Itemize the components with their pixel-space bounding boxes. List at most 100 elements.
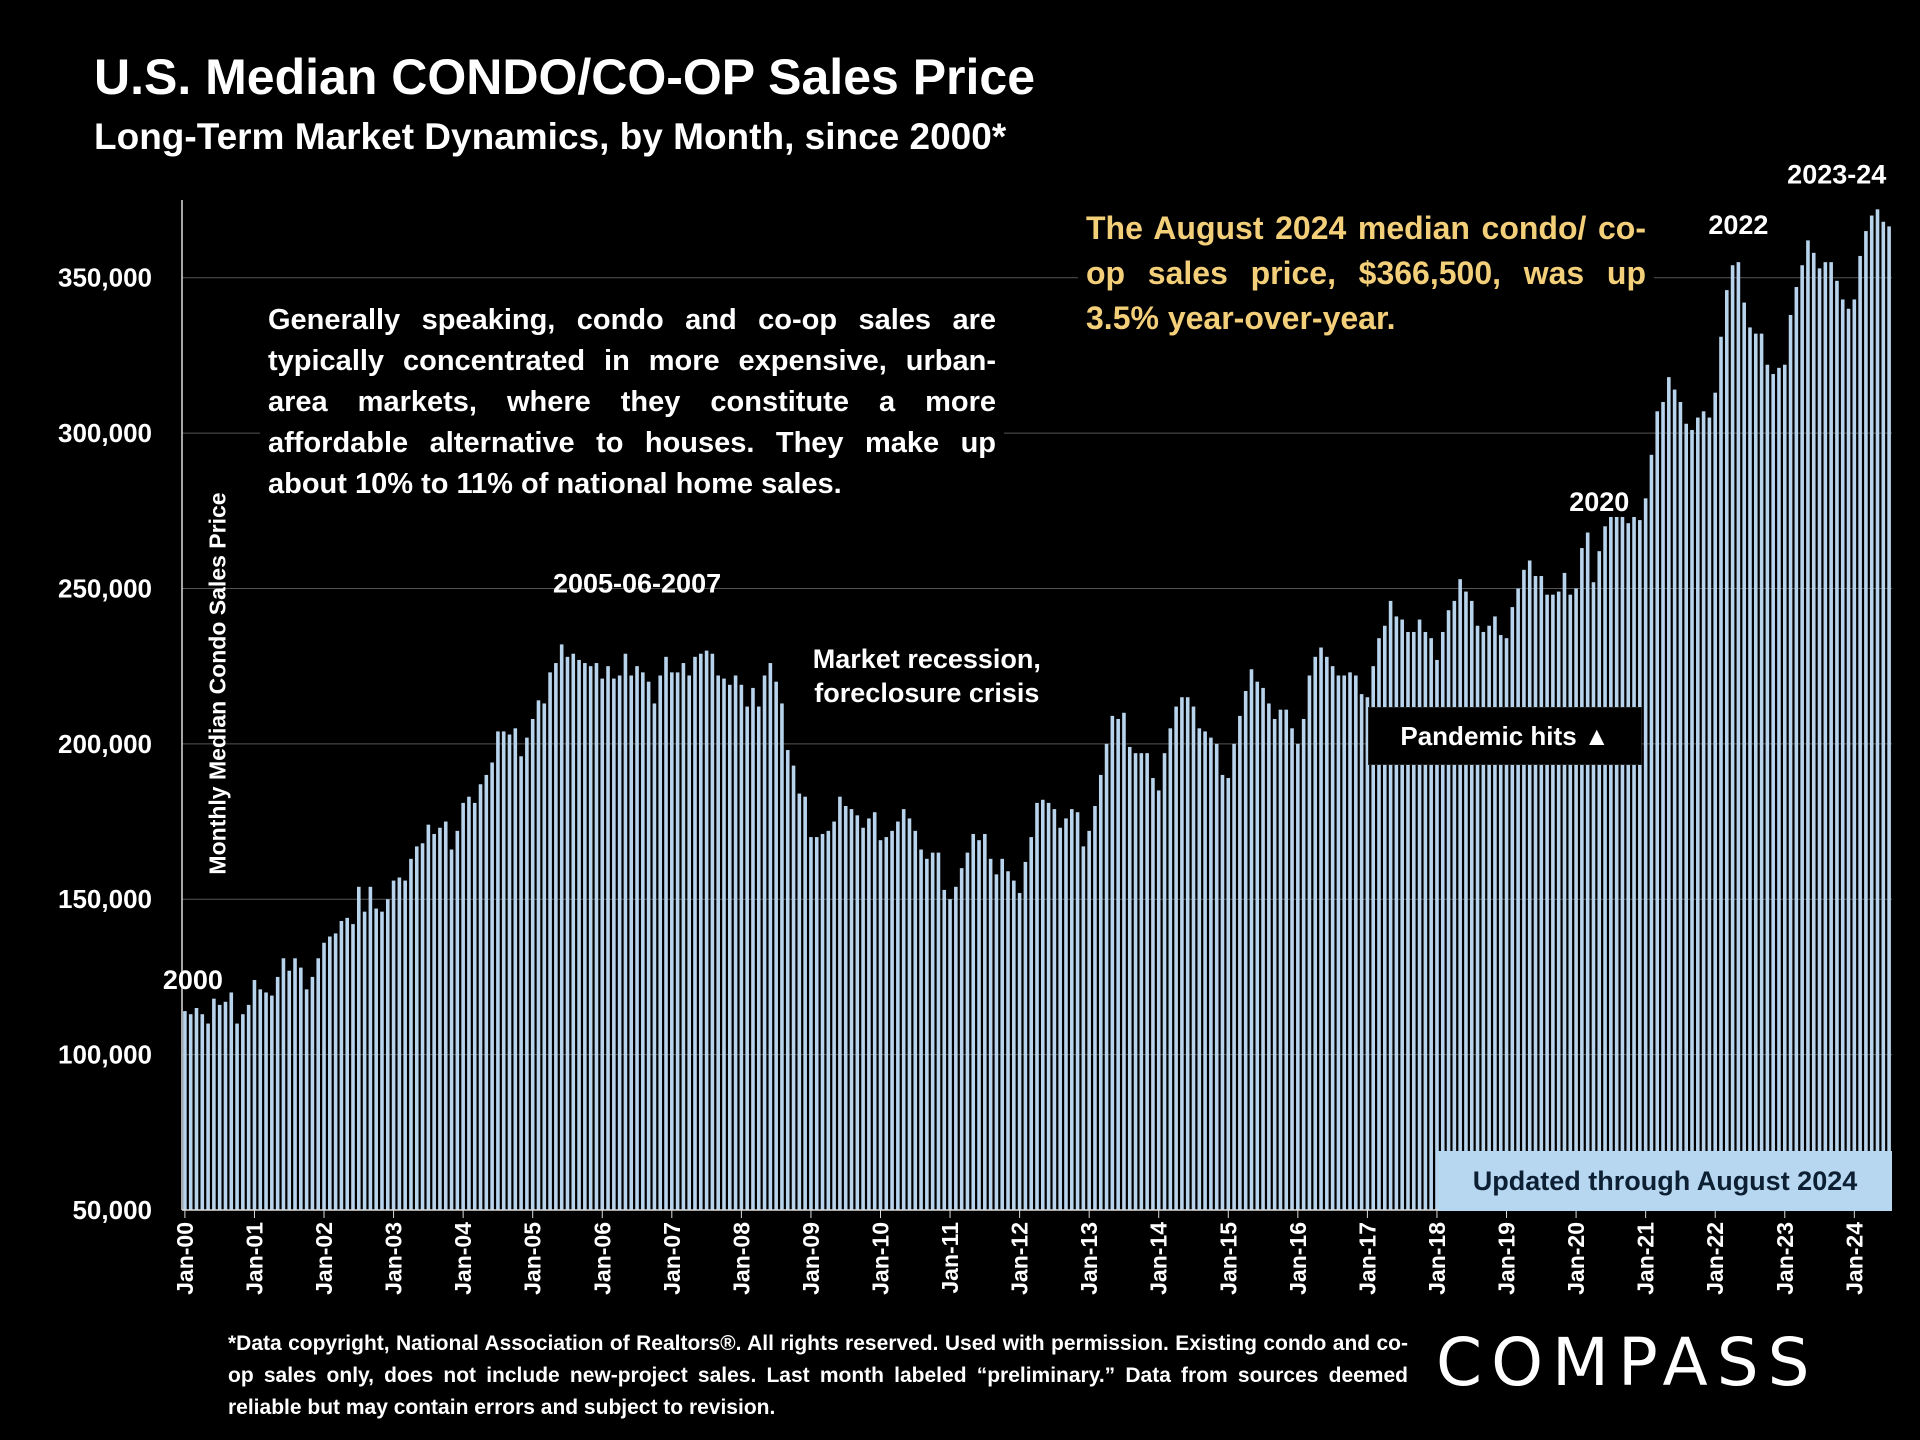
bar [1725,290,1729,1210]
bar [1539,576,1544,1210]
bar [1829,262,1833,1210]
bar [1093,806,1097,1210]
bar [1806,240,1810,1210]
bar [1145,753,1149,1210]
bar [1226,778,1231,1210]
bar [409,858,413,1210]
bar [229,992,234,1210]
page-title: U.S. Median CONDO/CO-OP Sales Price [94,49,1036,105]
bar [733,675,738,1210]
bar [1475,625,1480,1210]
bar [1562,572,1567,1210]
bar [1377,638,1381,1210]
x-tick-label: Jan-18 [1424,1222,1450,1295]
bar [501,731,506,1210]
y-tick-labels: 50,000 100,000 150,000 200,000 250,000 300,00… [58,263,152,1225]
bar [1261,687,1265,1210]
bar [1411,631,1416,1210]
bar [1023,861,1028,1210]
x-tick-label: Jan-10 [867,1222,893,1295]
bar [1104,743,1109,1210]
bar [849,809,854,1210]
bar [1487,625,1491,1210]
bar [188,1014,193,1210]
bar [1632,516,1636,1210]
bar [1556,591,1561,1210]
compass-logo: COMPASS [1436,1324,1819,1401]
x-tick-label: Jan-24 [1841,1222,1867,1295]
bar [1609,516,1613,1210]
bar [1823,262,1828,1210]
bar [913,830,918,1210]
bar [872,812,877,1210]
bar [467,796,471,1210]
updated-badge: Updated through August 2024 [1438,1151,1892,1211]
bar [542,703,547,1210]
bar [623,653,628,1210]
bar [994,874,999,1210]
bar [449,849,454,1210]
bar [1301,718,1306,1210]
bar [1591,582,1596,1210]
bar [1869,215,1874,1211]
bar [774,681,778,1210]
bar [391,880,396,1210]
bar [762,675,767,1210]
bar [693,656,697,1210]
y-tick-label: 50,000 [72,1195,152,1225]
bar [809,837,813,1210]
bar [368,886,373,1210]
bar [843,806,848,1210]
bar [1296,743,1300,1210]
bar [328,936,332,1210]
bar [1203,731,1207,1210]
bar [571,653,576,1210]
bar [1446,610,1451,1210]
bar [1406,631,1410,1210]
bar [1348,672,1352,1210]
bar [559,644,564,1210]
bar [1690,429,1694,1211]
bar [1597,551,1602,1210]
bar [281,958,286,1210]
bar [1029,837,1033,1210]
bar [1771,374,1775,1210]
bar [1220,774,1225,1210]
bar [1197,728,1202,1210]
x-tick-label: Jan-20 [1563,1222,1589,1295]
bar [1330,666,1335,1210]
x-tick-label: Jan-23 [1772,1222,1798,1295]
bar [1765,364,1770,1211]
bar [1545,594,1549,1210]
bar [1133,753,1138,1210]
annotation-label: foreclosure crisis [814,678,1039,708]
bar [959,868,964,1210]
bar [1325,656,1329,1210]
annotation-label: Market recession, [813,644,1041,674]
bar [478,784,483,1210]
bar [1701,411,1706,1210]
bar [507,734,512,1210]
x-tick-label: Jan-22 [1702,1222,1728,1295]
bar [1440,631,1445,1210]
bar [919,849,923,1210]
bar [362,911,367,1210]
bar [1794,287,1799,1210]
bar [1255,681,1260,1210]
annotation-label: 2022 [1708,210,1768,240]
bar [1452,600,1457,1210]
bar [710,653,715,1210]
bar [339,920,344,1210]
bar [1730,265,1735,1210]
annotation-label: 2020 [1569,487,1629,517]
x-tick-label: Jan-19 [1494,1222,1520,1295]
bar [942,889,947,1210]
x-tick-label: Jan-01 [241,1222,267,1295]
bar [1191,706,1196,1210]
bar [977,840,981,1210]
bar [1638,520,1642,1210]
bar [896,821,900,1210]
bar [530,718,535,1210]
bar [1041,799,1045,1210]
bar [1319,647,1323,1210]
